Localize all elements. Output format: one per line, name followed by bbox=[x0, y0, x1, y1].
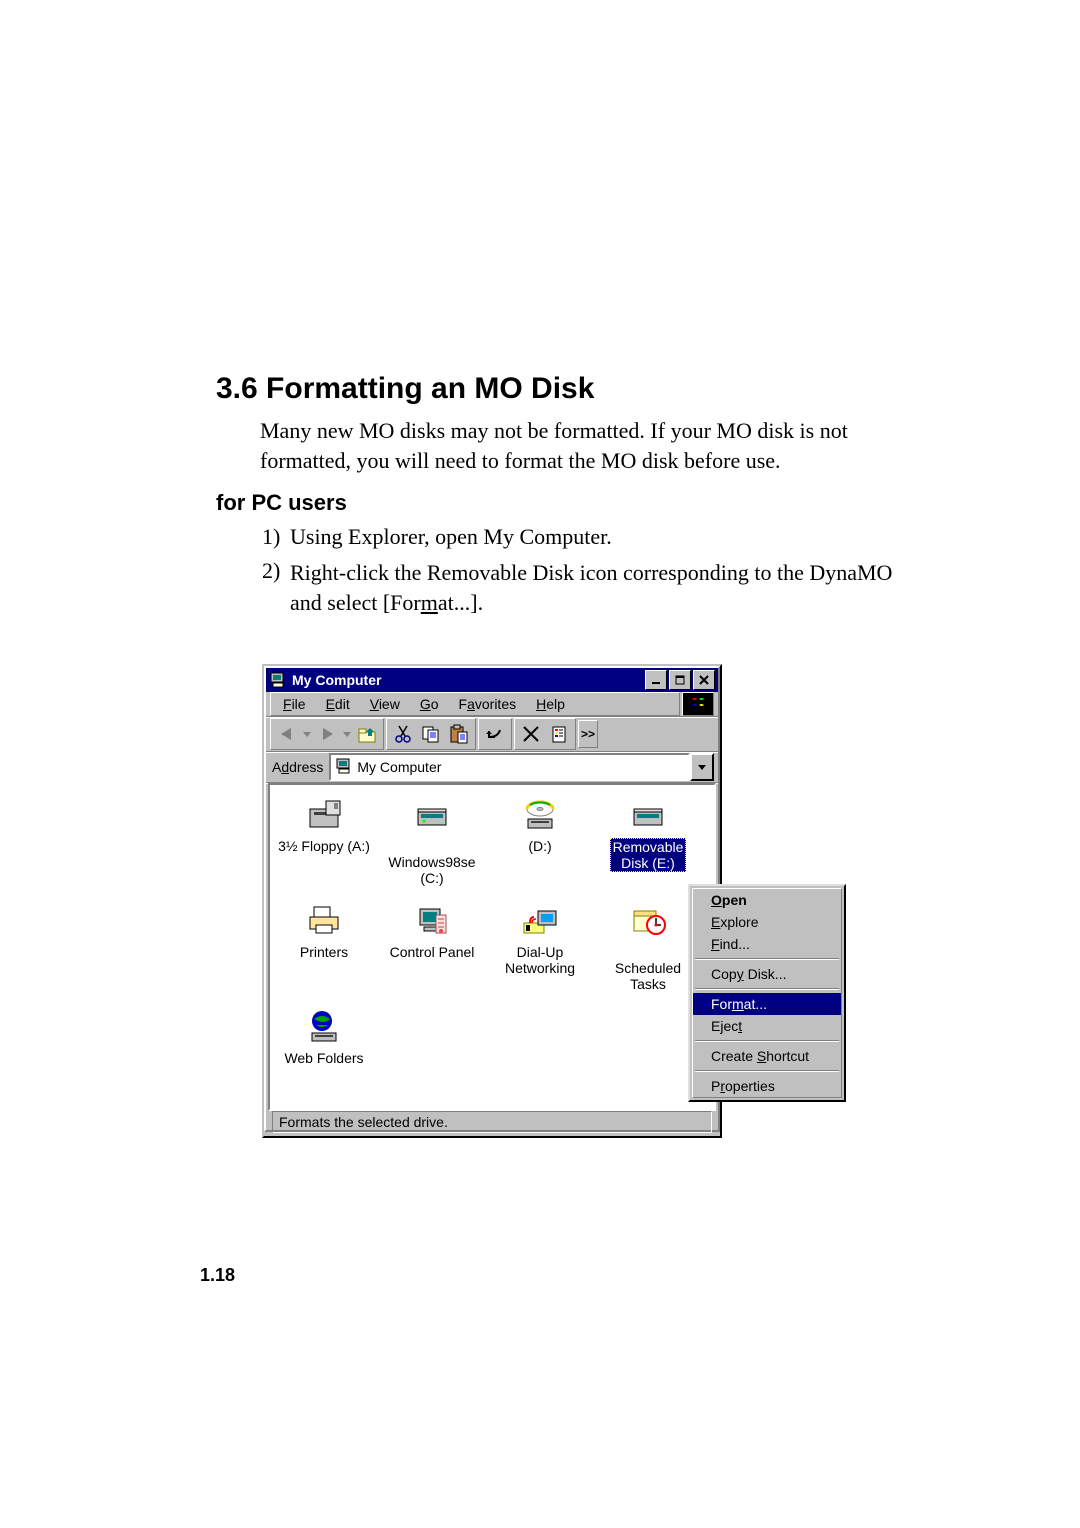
menubar: File Edit View Go Favorites Help bbox=[266, 692, 718, 717]
printers-icon bbox=[272, 903, 376, 940]
forward-button[interactable] bbox=[313, 721, 341, 747]
icon-label: Scheduled Tasks bbox=[596, 944, 700, 992]
copy-button[interactable] bbox=[417, 721, 445, 747]
up-button[interactable] bbox=[353, 721, 381, 747]
address-value: My Computer bbox=[357, 759, 441, 775]
icon-label: Printers bbox=[298, 944, 350, 960]
toolbar-more-button[interactable]: >> bbox=[578, 720, 598, 748]
drive-icon[interactable]: Scheduled Tasks bbox=[596, 903, 700, 992]
icon-label: Windows98se (C:) bbox=[380, 838, 484, 886]
context-menu-item[interactable]: Eject bbox=[693, 1015, 841, 1037]
drive-icon[interactable]: Web Folders bbox=[272, 1009, 376, 1066]
menu-view[interactable]: View bbox=[360, 696, 410, 712]
addressbar: Address My Computer bbox=[266, 752, 718, 783]
cut-button[interactable] bbox=[389, 721, 417, 747]
paste-button[interactable] bbox=[445, 721, 473, 747]
drive-icon[interactable]: Printers bbox=[272, 903, 376, 960]
menu-favorites[interactable]: Favorites bbox=[449, 696, 527, 712]
context-menu-item[interactable]: Create Shortcut bbox=[693, 1045, 841, 1067]
drive-icon[interactable]: Windows98se (C:) bbox=[380, 797, 484, 886]
menu-go[interactable]: Go bbox=[410, 696, 449, 712]
delete-button[interactable] bbox=[517, 721, 545, 747]
icon-label: 3½ Floppy (A:) bbox=[276, 838, 372, 854]
step-1-text: Using Explorer, open My Computer. bbox=[290, 524, 612, 550]
menu-help[interactable]: Help bbox=[526, 696, 575, 712]
my-computer-icon bbox=[269, 671, 287, 689]
maximize-button[interactable] bbox=[669, 670, 691, 690]
context-menu-item[interactable]: Find... bbox=[693, 933, 841, 955]
status-text: Formats the selected drive. bbox=[272, 1111, 712, 1133]
page-number: 1.18 bbox=[200, 1265, 235, 1286]
icon-label: Web Folders bbox=[282, 1050, 365, 1066]
control-icon bbox=[380, 903, 484, 940]
context-menu-item[interactable]: Copy Disk... bbox=[693, 963, 841, 985]
undo-button[interactable] bbox=[481, 721, 509, 747]
step-2-text-b: at...]. bbox=[438, 590, 483, 615]
menu-file[interactable]: File bbox=[273, 696, 316, 712]
step-2-text: Right-click the Removable Disk icon corr… bbox=[290, 558, 900, 618]
menu-edit[interactable]: Edit bbox=[316, 696, 360, 712]
address-my-computer-icon bbox=[335, 757, 353, 778]
intro-paragraph: Many new MO disks may not be formatted. … bbox=[260, 416, 900, 476]
content-area[interactable]: 3½ Floppy (A:) Windows98se (C:) (D:) Remova… bbox=[268, 783, 716, 1111]
menu-separator bbox=[695, 1040, 839, 1042]
my-computer-window: My Computer File Edit View Go Fa bbox=[262, 664, 722, 1138]
sched-icon bbox=[596, 903, 700, 940]
cdrom-icon bbox=[488, 797, 592, 834]
subheading: for PC users bbox=[216, 490, 347, 516]
context-menu-item[interactable]: Open bbox=[693, 889, 841, 911]
address-label: Address bbox=[270, 759, 329, 775]
floppy-icon bbox=[272, 797, 376, 834]
menu-separator bbox=[695, 958, 839, 960]
forward-dropdown[interactable] bbox=[341, 721, 353, 747]
drive-icon[interactable]: 3½ Floppy (A:) bbox=[272, 797, 376, 854]
context-menu-item[interactable]: Format... bbox=[693, 993, 841, 1015]
dialup-icon bbox=[488, 903, 592, 940]
minimize-button[interactable] bbox=[645, 670, 667, 690]
drive-icon[interactable]: RemovableDisk (E:) bbox=[596, 797, 700, 872]
removable-icon bbox=[596, 797, 700, 834]
toolbar: >> bbox=[266, 717, 718, 752]
step-2-text-ul: m bbox=[421, 590, 438, 615]
drive-icon[interactable]: (D:) bbox=[488, 797, 592, 854]
icon-label: (D:) bbox=[526, 838, 553, 854]
drive-icon[interactable]: Control Panel bbox=[380, 903, 484, 960]
window-title: My Computer bbox=[292, 672, 643, 688]
step-1-number: 1) bbox=[262, 524, 280, 550]
back-dropdown[interactable] bbox=[301, 721, 313, 747]
step-2-text-a: Right-click the Removable Disk icon corr… bbox=[290, 560, 892, 615]
back-button[interactable] bbox=[273, 721, 301, 747]
drive-icon[interactable]: Dial-UpNetworking bbox=[488, 903, 592, 976]
throbber-icon bbox=[682, 692, 714, 716]
statusbar: Formats the selected drive. bbox=[268, 1111, 716, 1133]
context-menu-item[interactable]: Explore bbox=[693, 911, 841, 933]
titlebar[interactable]: My Computer bbox=[266, 668, 718, 692]
hdd-icon bbox=[380, 797, 484, 834]
menu-separator bbox=[695, 1070, 839, 1072]
menu-separator bbox=[695, 988, 839, 990]
step-2-number: 2) bbox=[262, 558, 280, 584]
web-icon bbox=[272, 1009, 376, 1046]
properties-button[interactable] bbox=[545, 721, 573, 747]
icon-label: RemovableDisk (E:) bbox=[610, 838, 687, 872]
section-heading: 3.6 Formatting an MO Disk bbox=[216, 372, 594, 406]
context-menu: OpenExploreFind... Copy Disk... Format...E… bbox=[688, 884, 846, 1102]
icon-label: Control Panel bbox=[388, 944, 477, 960]
context-menu-item[interactable]: Properties bbox=[693, 1075, 841, 1097]
close-button[interactable] bbox=[693, 670, 715, 690]
address-dropdown-button[interactable] bbox=[690, 753, 714, 781]
address-field[interactable]: My Computer bbox=[329, 753, 690, 781]
icon-label: Dial-UpNetworking bbox=[503, 944, 577, 976]
